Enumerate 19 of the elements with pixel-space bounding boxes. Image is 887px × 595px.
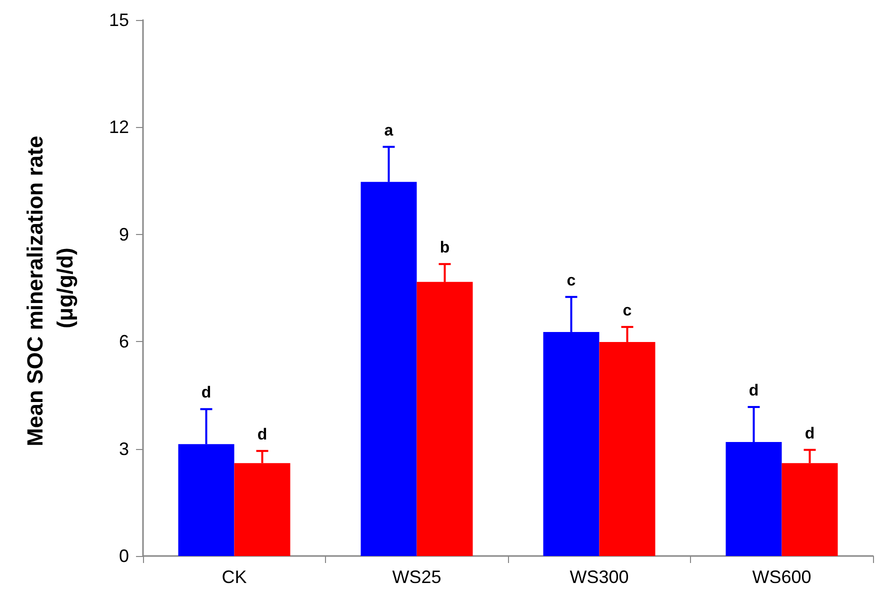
data-label: d	[257, 426, 268, 444]
x-tick-label: WS25	[392, 567, 442, 587]
x-tick-label: WS300	[570, 567, 629, 587]
y-tick-label: 3	[118, 438, 129, 459]
y-tick-label: 9	[118, 224, 129, 244]
x-tick-label: CK	[222, 567, 247, 587]
y-tick-label: 12	[108, 117, 129, 138]
y-tick-label: 0	[118, 546, 129, 566]
data-label: b	[440, 240, 450, 257]
x-tick-label: WS600	[752, 567, 812, 587]
data-label: d	[748, 382, 759, 400]
data-label: d	[804, 425, 815, 442]
y-axis-title: Mean SOC mineralization rate (μg/g/d)	[22, 130, 78, 446]
data-label: d	[201, 384, 212, 402]
y-tick-label: 15	[108, 10, 129, 30]
data-label: c	[566, 272, 576, 290]
y-tick-label: 6	[118, 332, 129, 352]
data-label: a	[384, 122, 394, 140]
data-label: c	[622, 302, 632, 320]
